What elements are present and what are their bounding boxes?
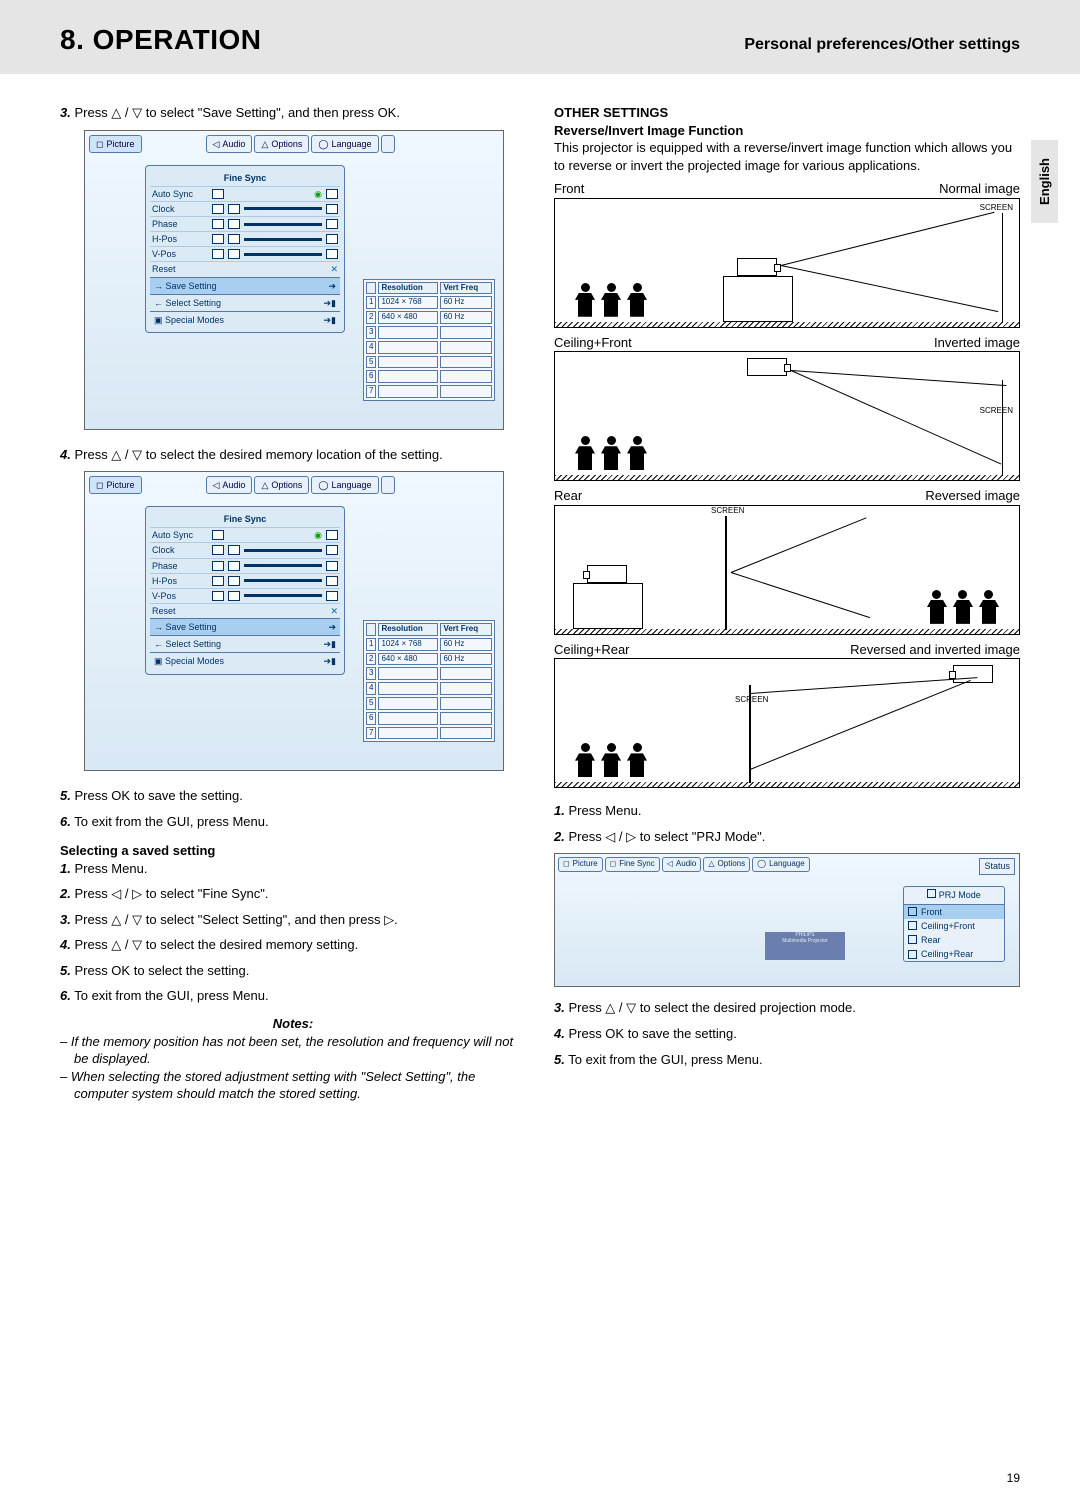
- status-tab: Status: [979, 858, 1015, 874]
- other-settings-hdr: OTHER SETTINGS: [554, 104, 1020, 122]
- diagram-ceiling-rear: SCREEN: [554, 658, 1020, 788]
- gui-screenshot-2: ◻ Picture ◁ Audio △ Options ◯ Language F…: [84, 471, 504, 771]
- gui-panel-fine-sync: Fine Sync Auto Sync◉ Clock Phase H-Pos V…: [145, 165, 345, 333]
- gui-tab-options: △ Options: [254, 135, 309, 153]
- step-6: 6. To exit from the GUI, press Menu.: [60, 813, 526, 831]
- step-4: 4. Press △ / ▽ to select the desired mem…: [60, 446, 526, 464]
- diagram-ceiling-front: SCREEN: [554, 351, 1020, 481]
- notes-hdr: Notes:: [60, 1015, 526, 1033]
- gui-tab-audio: ◁ Audio: [206, 135, 253, 153]
- note-1: – If the memory position has not been se…: [60, 1033, 526, 1068]
- language-tab: English: [1031, 140, 1058, 223]
- step-5: 5. Press OK to save the setting.: [60, 787, 526, 805]
- gui-tab-language: ◯ Language: [311, 135, 378, 153]
- chapter-title: 8. OPERATION: [60, 24, 262, 56]
- left-column: 3. Press △ / ▽ to select "Save Setting",…: [60, 104, 526, 1103]
- reverse-invert-body: This projector is equipped with a revers…: [554, 139, 1020, 174]
- gui-screenshot-1: ◻ Picture ◁ Audio △ Options ◯ Language F…: [84, 130, 504, 430]
- reverse-invert-hdr: Reverse/Invert Image Function: [554, 122, 1020, 140]
- section-title: Personal preferences/Other settings: [744, 36, 1020, 54]
- diagram-rear: SCREEN: [554, 505, 1020, 635]
- prj-mode-panel: PRJ Mode Front Ceiling+Front Rear Ceilin…: [903, 886, 1005, 962]
- gui-tab-picture: ◻ Picture: [89, 135, 142, 153]
- step-3: 3. Press △ / ▽ to select "Save Setting",…: [60, 104, 526, 122]
- philips-logo: PHILIPSMultimedia Projector: [765, 932, 845, 960]
- right-column: OTHER SETTINGS Reverse/Invert Image Func…: [554, 104, 1020, 1103]
- page-header: 8. OPERATION Personal preferences/Other …: [0, 0, 1080, 74]
- content: 3. Press △ / ▽ to select "Save Setting",…: [0, 74, 1080, 1103]
- save-setting-row: → Save Setting➔: [150, 277, 340, 294]
- resolution-table: ResolutionVert Freq 11024 × 76860 Hz 264…: [363, 279, 495, 401]
- selecting-hdr: Selecting a saved setting: [60, 842, 526, 860]
- prj-mode-gui: ◻ Picture ◻ Fine Sync ◁ Audio △ Options …: [554, 853, 1020, 987]
- diagram-front: SCREEN: [554, 198, 1020, 328]
- page-number: 19: [1007, 1471, 1020, 1485]
- note-2: – When selecting the stored adjustment s…: [60, 1068, 526, 1103]
